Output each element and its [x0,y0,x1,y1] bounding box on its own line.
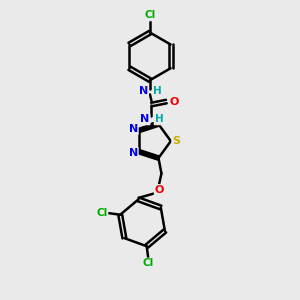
Text: O: O [169,97,178,106]
Text: O: O [155,185,164,195]
Text: H: H [153,86,162,96]
Text: Cl: Cl [96,208,107,218]
Text: Cl: Cl [142,259,154,269]
Text: N: N [129,148,138,158]
Text: Cl: Cl [144,11,156,20]
Text: N: N [140,114,150,124]
Text: N: N [139,86,148,96]
Text: H: H [154,114,163,124]
Text: N: N [129,124,138,134]
Text: S: S [172,136,180,146]
